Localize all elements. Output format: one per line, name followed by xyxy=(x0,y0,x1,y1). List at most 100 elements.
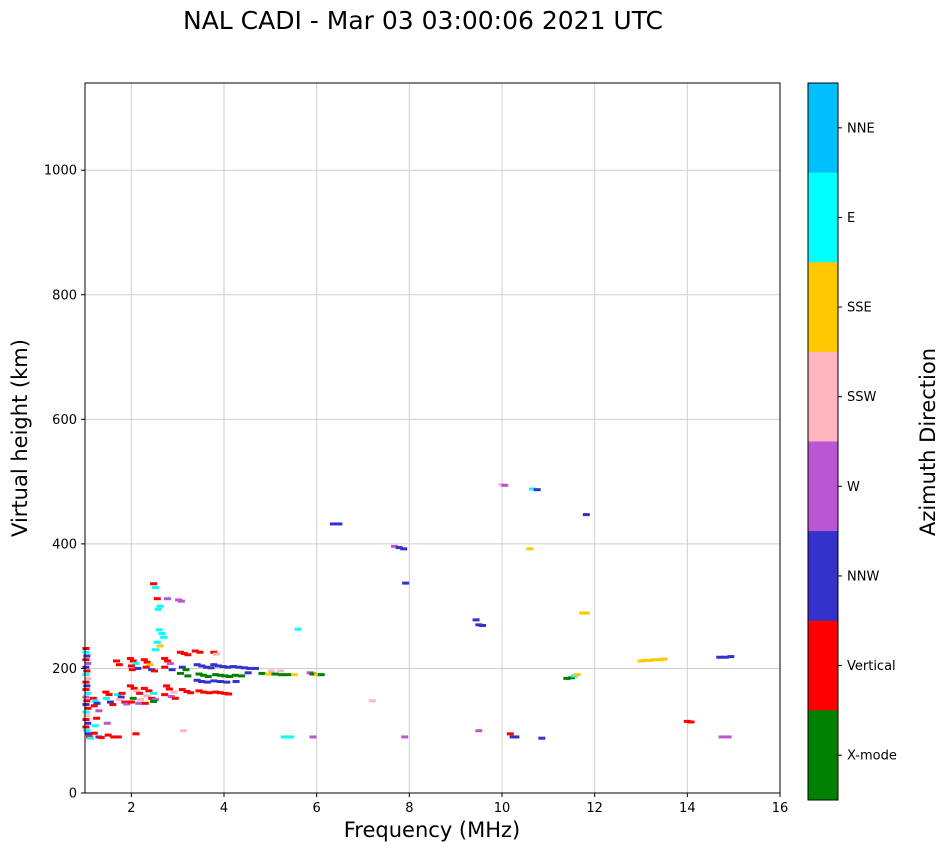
y-tick-label: 800 xyxy=(52,288,77,303)
x-tick-label: 10 xyxy=(494,801,511,816)
data-point xyxy=(109,703,117,707)
colorbar-tick-label: Vertical xyxy=(847,659,896,674)
data-point xyxy=(687,720,695,724)
data-point xyxy=(210,679,218,683)
data-point xyxy=(168,668,176,672)
data-point xyxy=(91,724,99,728)
data-point xyxy=(161,656,169,660)
x-tick-label: 2 xyxy=(127,801,135,816)
data-point xyxy=(163,597,171,601)
data-point xyxy=(113,693,121,697)
data-point xyxy=(171,696,179,700)
plot-frame xyxy=(84,82,781,794)
data-point xyxy=(151,698,159,702)
data-point xyxy=(115,663,123,667)
data-point xyxy=(582,611,590,615)
data-point xyxy=(533,488,541,492)
data-point xyxy=(216,680,224,684)
colorbar-tick-label: SSW xyxy=(847,390,877,405)
data-point xyxy=(475,729,483,733)
colorbar-tick-label: E xyxy=(847,211,855,226)
colorbar-segment-W xyxy=(808,441,838,532)
data-point xyxy=(114,735,122,739)
data-point xyxy=(170,690,178,694)
data-point xyxy=(646,658,654,662)
data-point xyxy=(104,733,112,737)
data-point xyxy=(179,729,187,733)
data-point xyxy=(135,701,143,705)
data-point xyxy=(127,700,135,704)
data-point xyxy=(395,546,403,550)
x-tick-label: 14 xyxy=(679,801,696,816)
data-point xyxy=(161,693,169,697)
colorbar-segment-NNW xyxy=(808,531,838,622)
data-point xyxy=(148,696,156,700)
data-point xyxy=(156,604,164,608)
data-point xyxy=(202,665,210,669)
colorbar-segment-SSW xyxy=(808,351,838,442)
data-point xyxy=(102,696,110,700)
x-axis-label: Frequency (MHz) xyxy=(343,818,521,842)
data-point xyxy=(84,676,92,680)
data-point xyxy=(284,673,292,677)
y-tick-label: 1000 xyxy=(44,164,77,179)
data-point xyxy=(252,666,260,670)
data-point xyxy=(136,691,144,695)
data-point xyxy=(133,689,141,693)
data-point xyxy=(163,684,171,688)
data-point xyxy=(154,607,162,611)
data-point xyxy=(512,735,520,739)
data-point xyxy=(195,672,203,676)
data-point xyxy=(223,680,231,684)
colorbar: NNE E SSE SSW W NNW Vertical X-mode xyxy=(807,82,897,801)
data-point xyxy=(129,696,137,700)
data-point xyxy=(225,692,233,696)
data-point xyxy=(184,653,192,657)
data-point xyxy=(727,655,735,659)
data-point xyxy=(724,735,732,739)
data-point xyxy=(716,655,724,659)
data-point xyxy=(207,666,215,670)
data-point xyxy=(475,623,483,627)
data-point xyxy=(126,684,134,688)
data-point xyxy=(115,698,123,702)
colorbar-tick-label: SSE xyxy=(847,301,872,316)
data-point xyxy=(526,547,534,551)
data-point xyxy=(718,735,726,739)
data-point xyxy=(84,691,92,695)
data-point xyxy=(309,735,317,739)
data-point xyxy=(538,736,546,740)
data-point xyxy=(161,665,169,669)
data-point xyxy=(137,698,145,702)
data-point xyxy=(195,689,203,693)
data-point xyxy=(82,710,90,714)
data-point xyxy=(82,665,90,669)
data-point xyxy=(290,673,298,677)
data-point xyxy=(91,699,99,703)
data-point xyxy=(165,687,173,691)
data-point xyxy=(82,680,90,684)
data-point xyxy=(267,669,275,673)
data-point xyxy=(163,659,171,663)
colorbar-tick-label: W xyxy=(847,480,860,495)
data-point xyxy=(121,700,129,704)
data-point xyxy=(176,650,184,654)
data-point xyxy=(117,695,125,699)
data-point xyxy=(84,721,92,725)
data-point xyxy=(103,721,111,725)
data-point xyxy=(87,736,95,740)
data-point xyxy=(240,666,248,670)
data-point xyxy=(151,669,158,673)
data-point xyxy=(150,582,158,586)
colorbar-frame xyxy=(807,82,839,801)
data-point xyxy=(400,547,408,551)
data-point xyxy=(177,599,185,603)
data-point xyxy=(582,513,590,517)
data-point xyxy=(141,701,149,705)
data-point xyxy=(213,652,221,656)
data-point xyxy=(294,627,302,631)
data-point xyxy=(287,735,295,739)
data-point xyxy=(280,735,288,739)
data-point xyxy=(126,656,134,660)
y-tick-label: 200 xyxy=(52,662,77,677)
